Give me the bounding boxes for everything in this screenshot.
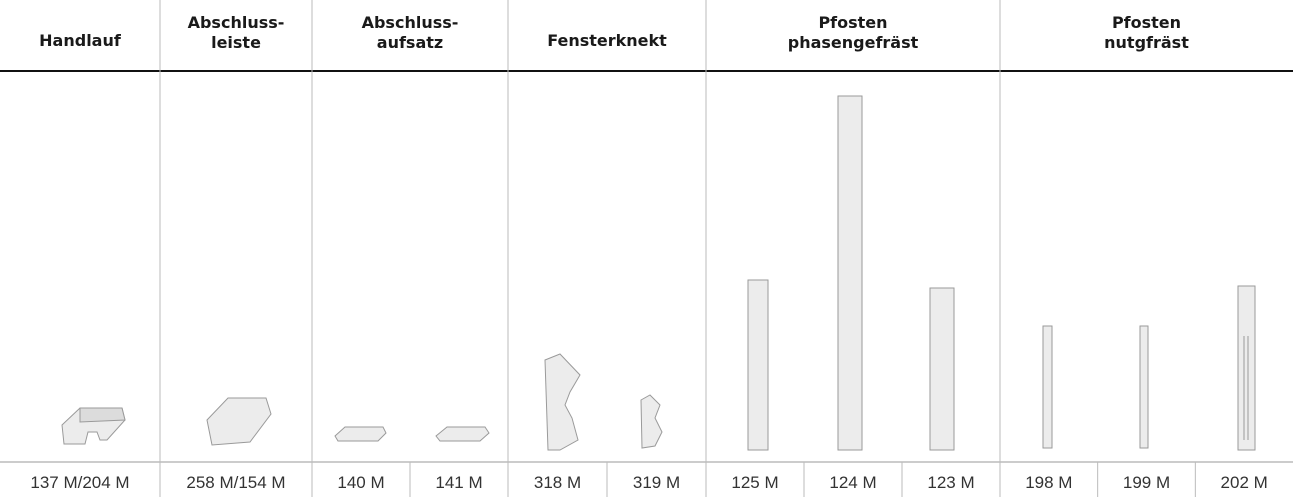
product-code: 125 M: [731, 473, 778, 492]
product-code: 198 M: [1025, 473, 1072, 492]
cap-rail-image: [207, 398, 271, 445]
column-header: nutgfräst: [1104, 33, 1189, 52]
product-images: [62, 96, 1255, 450]
column-header: phasengefräst: [788, 33, 919, 52]
product-code: 141 M: [435, 473, 482, 492]
product-code: 137 M/204 M: [30, 473, 129, 492]
product-code: 140 M: [337, 473, 384, 492]
product-code: 199 M: [1123, 473, 1170, 492]
product-code: 123 M: [927, 473, 974, 492]
post-image: [1238, 286, 1255, 450]
product-code: 202 M: [1221, 473, 1268, 492]
post-image: [930, 288, 954, 450]
column-header: Abschluss-: [188, 13, 285, 32]
product-table: Handlauf 137 M/204 M Abschluss-leiste 258 M…: [0, 0, 1293, 497]
product-code: 258 M/154 M: [186, 473, 285, 492]
handrail-image-top: [80, 408, 125, 422]
bracket-image: [545, 354, 580, 450]
column-header: Pfosten: [1112, 13, 1181, 32]
post-image: [838, 96, 862, 450]
cap-image: [335, 427, 386, 441]
column-header: Abschluss-: [362, 13, 459, 32]
post-image: [1140, 326, 1148, 448]
column-header: Handlauf: [39, 31, 122, 50]
column-header: leiste: [211, 33, 261, 52]
column-header: Fensterknekt: [547, 31, 667, 50]
product-code: 319 M: [633, 473, 680, 492]
post-image: [748, 280, 768, 450]
cap-image: [436, 427, 489, 441]
column-header: Pfosten: [818, 13, 887, 32]
bracket-image: [641, 395, 662, 448]
post-image: [1043, 326, 1052, 448]
product-code: 318 M: [534, 473, 581, 492]
column-header: aufsatz: [377, 33, 443, 52]
product-code: 124 M: [829, 473, 876, 492]
